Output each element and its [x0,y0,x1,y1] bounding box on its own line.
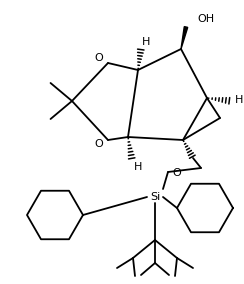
Text: O: O [172,168,181,178]
Text: O: O [94,53,103,63]
Polygon shape [181,27,188,49]
Text: H: H [235,95,243,105]
Text: H: H [142,37,150,47]
Text: H: H [134,162,142,172]
Text: Si: Si [150,192,160,202]
Text: O: O [94,139,103,149]
Text: OH: OH [197,14,214,24]
